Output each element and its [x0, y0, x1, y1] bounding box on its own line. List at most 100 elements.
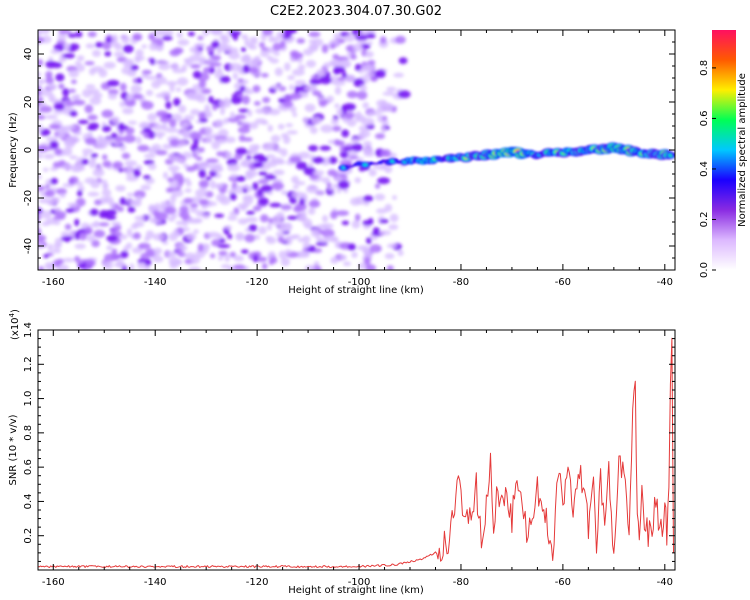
noise-blob	[280, 205, 293, 210]
noise-blob	[63, 42, 71, 52]
noise-blob	[354, 177, 361, 184]
noise-blob	[266, 223, 273, 231]
noise-blob	[87, 126, 97, 131]
noise-blob	[308, 207, 316, 215]
noise-blob	[366, 33, 376, 39]
noise-blob	[308, 145, 318, 152]
noise-blob	[43, 254, 49, 259]
noise-blob	[38, 85, 42, 93]
noise-blob	[244, 233, 255, 243]
noise-blob	[239, 160, 252, 168]
noise-blob	[25, 211, 31, 219]
noise-blob	[86, 234, 96, 242]
noise-blob	[57, 32, 67, 42]
noise-blob	[321, 223, 334, 229]
noise-blob	[209, 180, 216, 190]
noise-blob	[257, 179, 269, 184]
noise-blob	[258, 226, 267, 235]
noise-blob	[266, 55, 273, 61]
y-tick-label: 0.2	[23, 528, 34, 544]
noise-blob	[344, 34, 355, 42]
noise-blob	[330, 256, 339, 264]
noise-blob	[155, 149, 168, 156]
noise-blob	[276, 31, 284, 40]
noise-blob	[45, 76, 54, 85]
colorbar-tick-label: 0.4	[699, 161, 710, 177]
noise-blob	[167, 251, 177, 258]
spectrogram-ridge-layer	[338, 142, 675, 171]
noise-blob	[136, 195, 142, 203]
noise-blob	[354, 63, 362, 72]
noise-blob	[169, 118, 177, 128]
noise-blob	[272, 42, 282, 52]
noise-blob	[48, 56, 54, 61]
noise-blob	[364, 51, 374, 58]
noise-blob	[97, 135, 104, 143]
noise-blob	[183, 177, 191, 183]
noise-blob	[73, 94, 81, 99]
noise-blob	[173, 172, 184, 182]
noise-blob	[25, 125, 35, 132]
noise-blob	[123, 245, 129, 252]
noise-blob	[186, 232, 197, 241]
noise-blob	[328, 186, 334, 191]
noise-blob	[283, 95, 293, 102]
noise-blob	[160, 91, 171, 97]
noise-blob	[195, 188, 208, 198]
noise-blob	[89, 96, 102, 105]
noise-blob	[242, 54, 251, 63]
noise-blob	[178, 104, 187, 114]
noise-blob	[273, 51, 281, 56]
noise-blob	[87, 114, 98, 121]
noise-blob	[111, 221, 121, 226]
noise-blob	[302, 116, 309, 124]
noise-blob	[295, 202, 307, 212]
noise-blob	[28, 163, 34, 169]
noise-blob	[349, 197, 361, 206]
noise-blob	[62, 236, 73, 241]
noise-blob	[304, 103, 316, 113]
noise-blob	[361, 117, 375, 126]
noise-blob	[114, 261, 126, 268]
noise-blob	[24, 138, 34, 146]
noise-blob	[103, 61, 116, 69]
noise-blob	[375, 69, 386, 78]
x-tick-label: -80	[453, 577, 469, 588]
noise-blob	[57, 129, 65, 139]
noise-blob	[261, 263, 268, 270]
noise-blob	[176, 32, 184, 38]
noise-blob	[316, 96, 326, 101]
noise-blob	[67, 33, 77, 38]
noise-blob	[341, 220, 350, 226]
noise-blob	[233, 255, 244, 262]
noise-blob	[386, 243, 398, 249]
noise-blob	[112, 161, 124, 169]
noise-blob	[50, 49, 60, 55]
noise-blob	[356, 90, 368, 100]
x-tick-label: -60	[555, 577, 571, 588]
noise-blob	[169, 138, 180, 147]
noise-blob	[46, 198, 55, 203]
noise-blob	[351, 251, 358, 258]
noise-blob	[165, 80, 178, 86]
noise-blob	[154, 202, 161, 212]
noise-blob	[49, 167, 59, 171]
noise-blob	[70, 79, 77, 85]
noise-blob	[26, 221, 37, 227]
noise-blob	[53, 196, 60, 204]
noise-blob	[326, 182, 332, 187]
noise-blob	[189, 206, 198, 213]
noise-blob	[199, 198, 209, 206]
noise-blob	[289, 196, 297, 205]
noise-blob	[234, 30, 241, 36]
noise-blob	[298, 250, 310, 258]
noise-blob	[62, 164, 74, 170]
noise-blob	[159, 117, 172, 123]
noise-blob	[52, 215, 66, 220]
noise-blob	[47, 83, 57, 91]
noise-blob	[268, 259, 274, 266]
noise-blob	[73, 99, 86, 106]
noise-blob	[53, 103, 65, 111]
noise-blob	[167, 177, 175, 183]
noise-blob	[85, 43, 96, 49]
